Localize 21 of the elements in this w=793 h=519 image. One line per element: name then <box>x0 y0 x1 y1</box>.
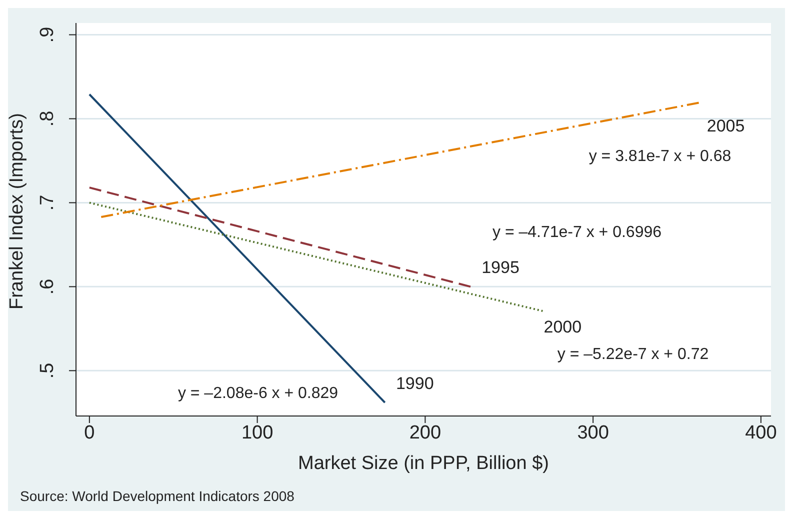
source-note: Source: World Development Indicators 2008 <box>20 488 294 504</box>
x-tick-label: 200 <box>409 422 442 444</box>
y-tick-label: .5 <box>37 362 58 379</box>
y-axis-title: Frankel Index (Imports) <box>6 113 28 310</box>
annotation: y = –5.22e-7 x + 0.72 <box>557 346 709 364</box>
series-label: 1990 <box>396 374 434 394</box>
annotation: y = –2.08e-6 x + 0.829 <box>178 385 338 403</box>
y-tick-label: .9 <box>37 26 58 43</box>
annotation: y = –4.71e-7 x + 0.6996 <box>492 224 662 242</box>
y-tick-label: .8 <box>37 110 58 127</box>
y-tick-label: .7 <box>37 194 58 211</box>
annotation: y = 3.81e-7 x + 0.68 <box>588 148 732 166</box>
series-label: 2005 <box>706 116 745 136</box>
x-tick-label: 0 <box>84 422 95 444</box>
x-tick-label: 400 <box>745 422 777 444</box>
x-tick-label: 300 <box>577 422 609 444</box>
x-axis-title: Market Size (in PPP, Billion $) <box>298 453 549 474</box>
y-tick-label: .6 <box>37 278 58 295</box>
x-tick-label: 100 <box>241 422 274 444</box>
series-label: 2000 <box>544 318 582 337</box>
series-label: 1995 <box>482 258 520 278</box>
